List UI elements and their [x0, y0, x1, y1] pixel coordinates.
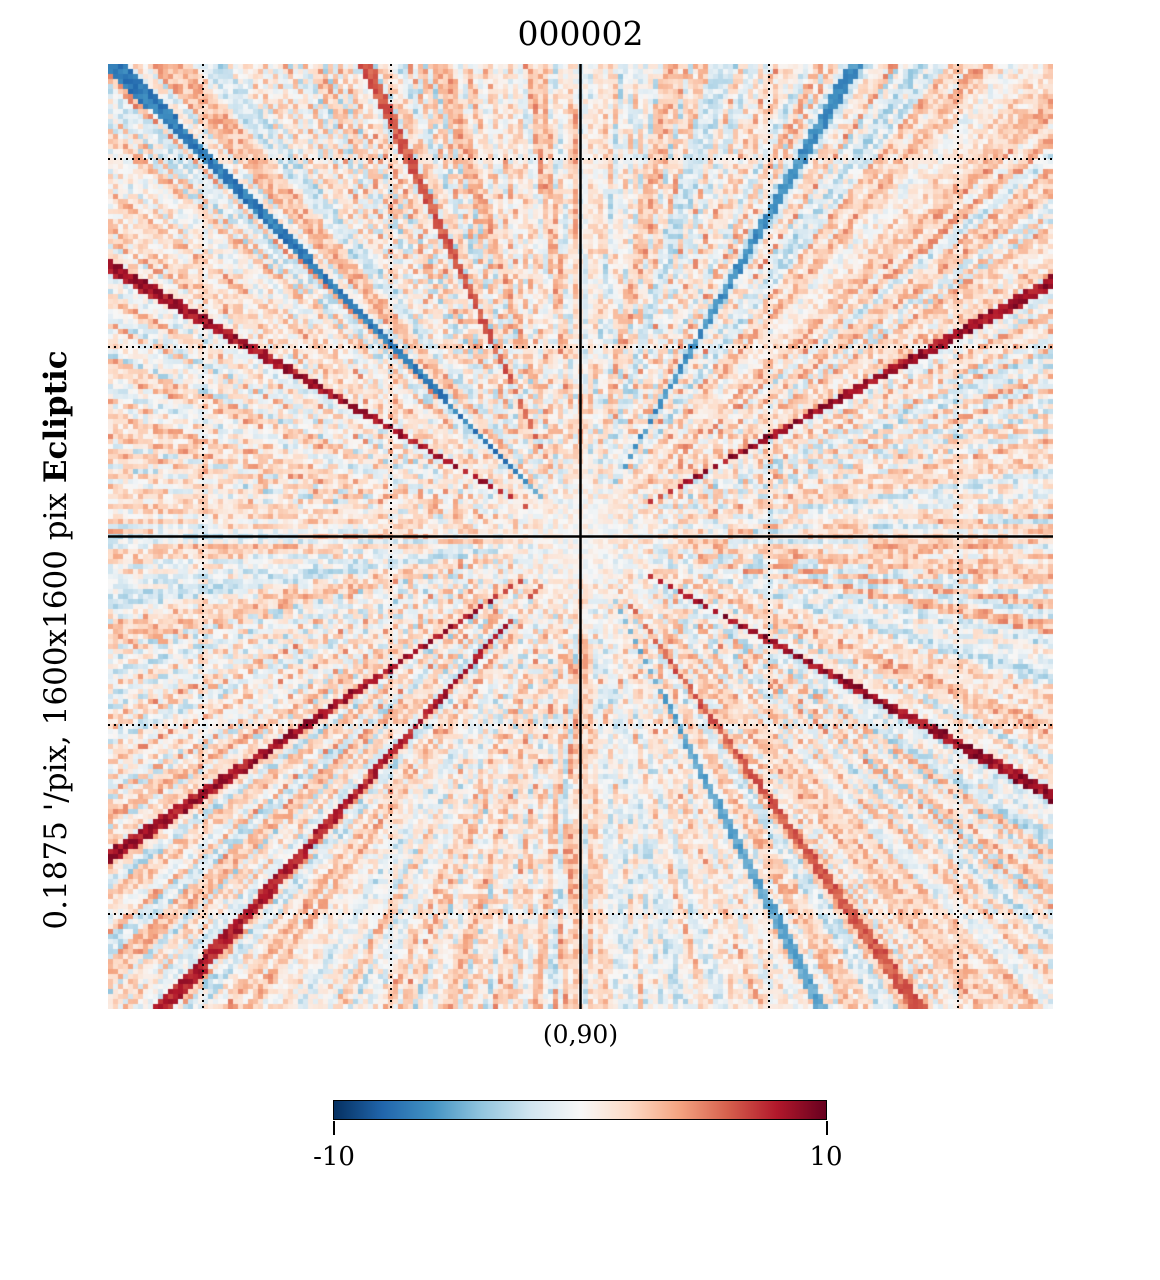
- map-title: 000002: [517, 14, 644, 53]
- colorbar: [333, 1100, 827, 1120]
- center-coordinate-label: (0,90): [542, 1020, 619, 1049]
- resolution-label: 0.1875 '/pix, 1600x1600 pix: [38, 492, 74, 930]
- colorbar-tick-min: [333, 1121, 335, 1135]
- coordinate-system-label: Ecliptic: [38, 350, 74, 484]
- heatmap-panel: [108, 64, 1053, 1009]
- colorbar-tick-max: [826, 1121, 828, 1135]
- colorbar-max-label: 10: [809, 1142, 843, 1172]
- y-axis-label: 0.1875 '/pix, 1600x1600 pix Ecliptic: [38, 350, 74, 929]
- colorbar-min-label: -10: [313, 1142, 355, 1172]
- graticule-overlay: [108, 64, 1053, 1009]
